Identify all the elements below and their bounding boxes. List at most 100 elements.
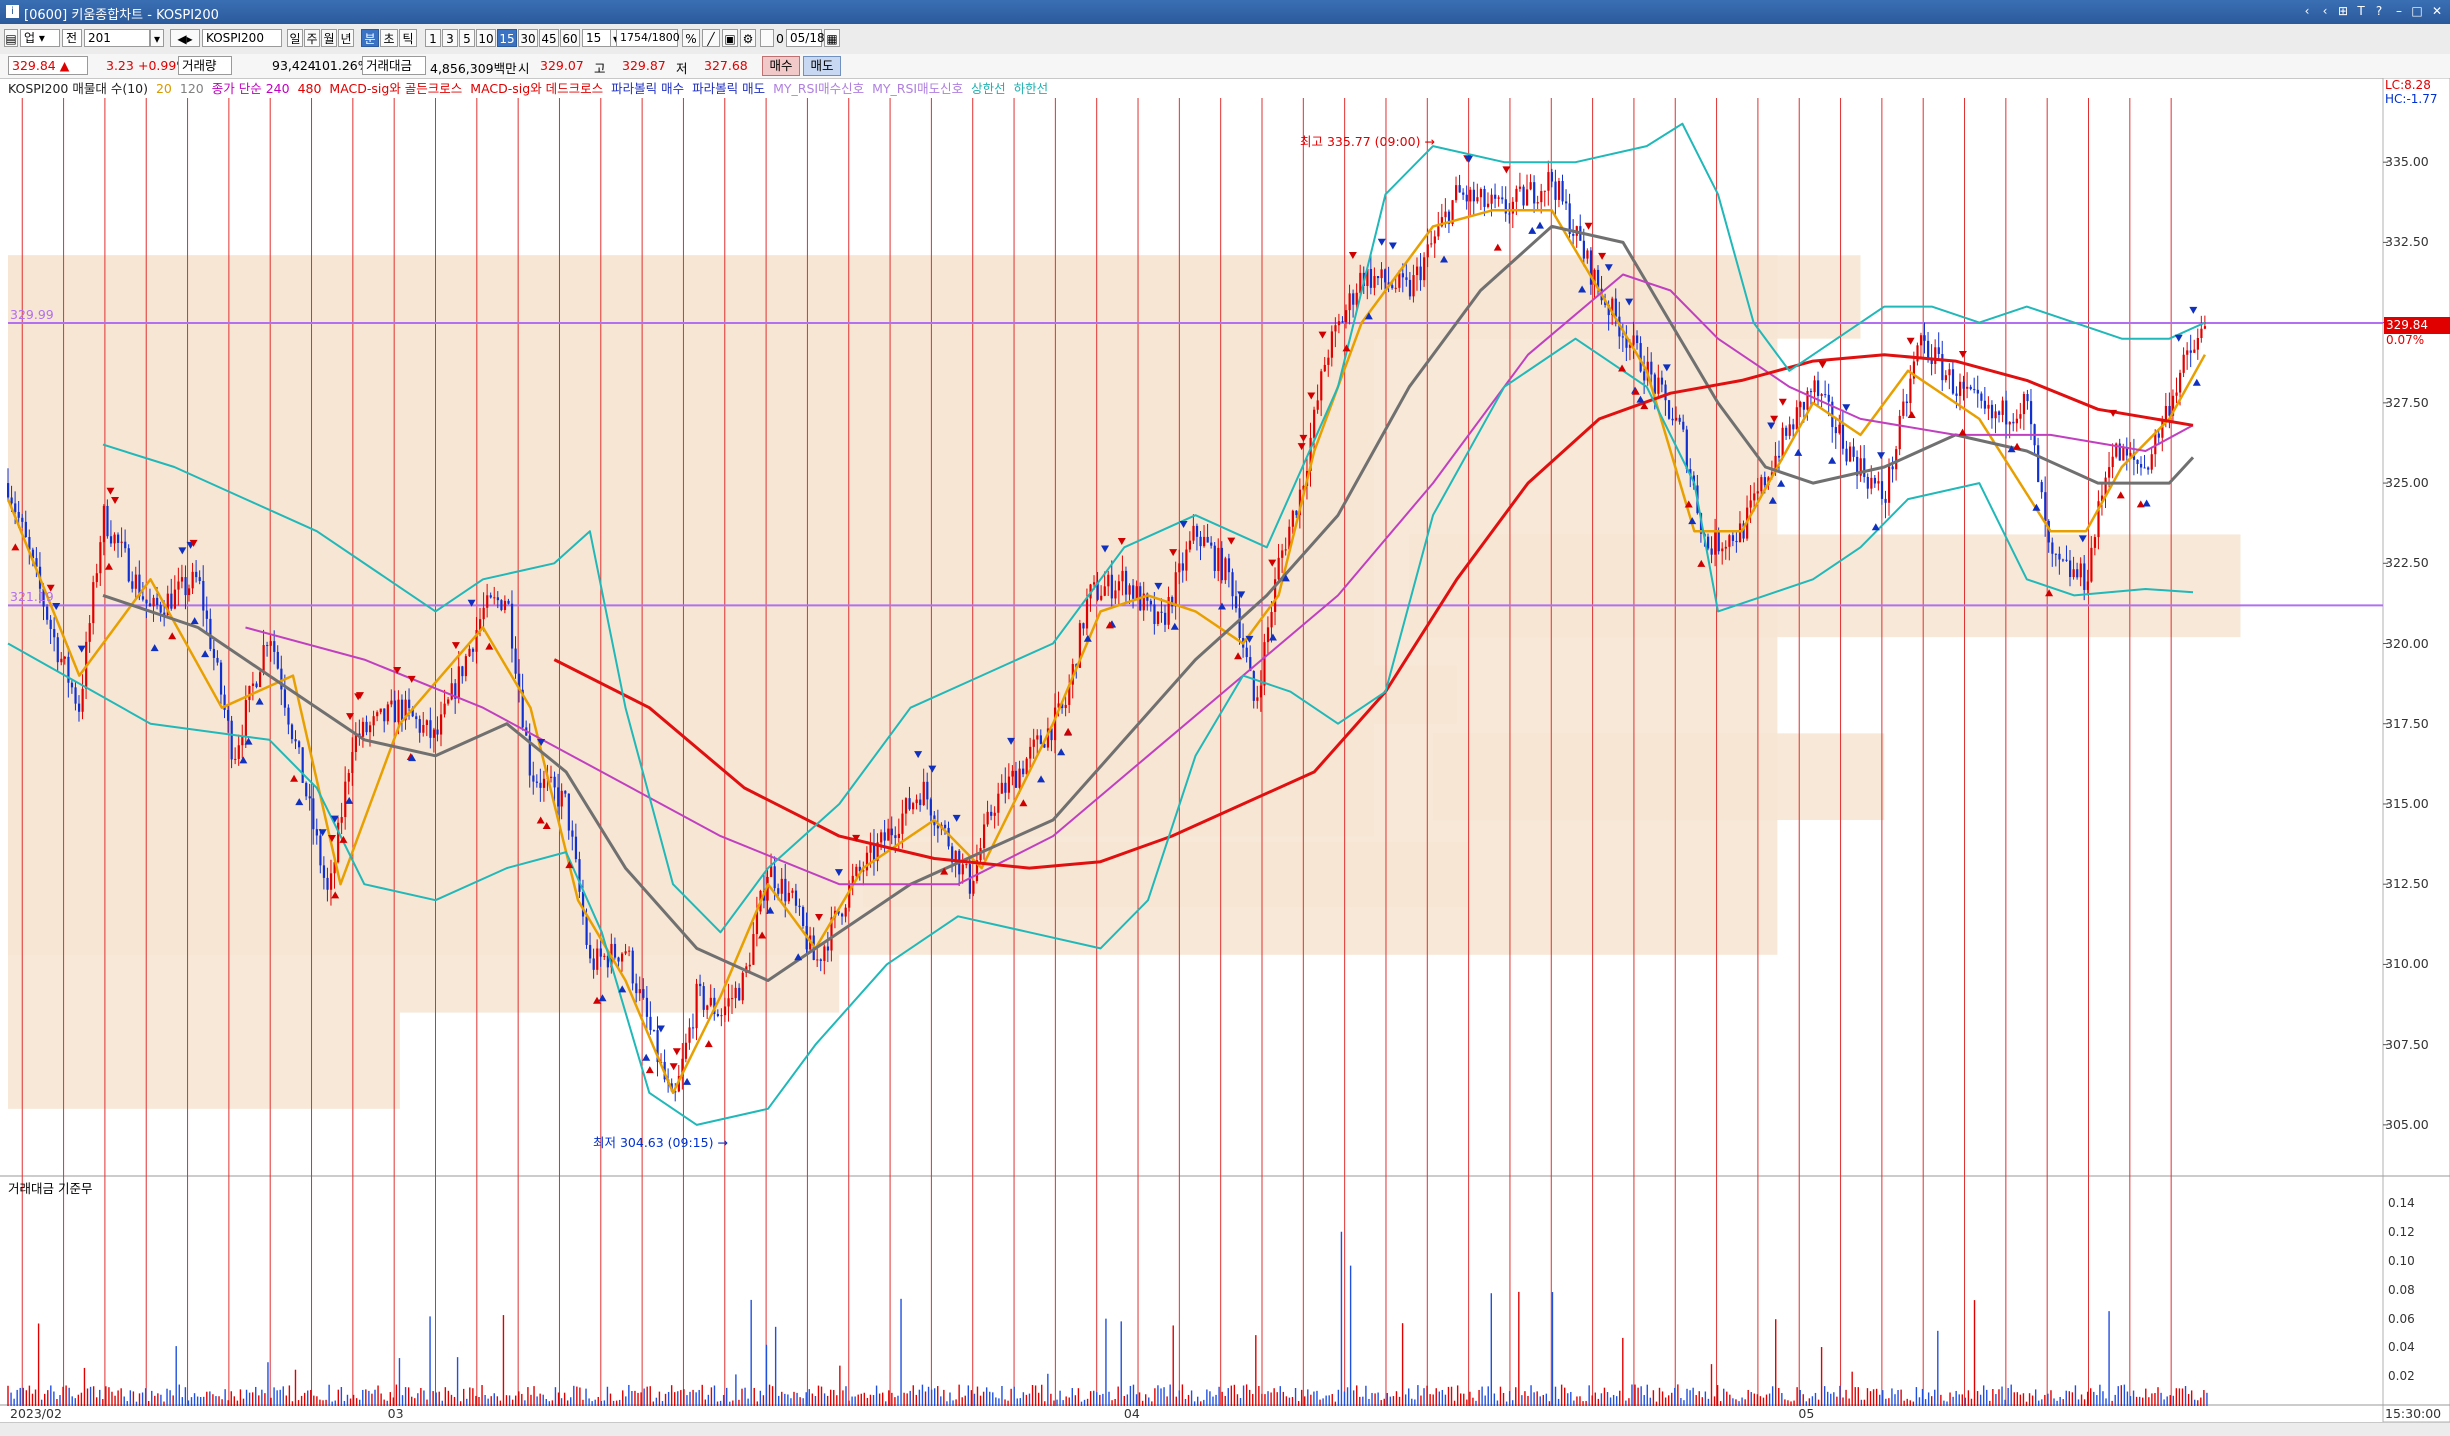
lc-hc-info: LC:8.28 HC:-1.77 — [2385, 78, 2438, 106]
legend-item[interactable]: MY_RSI매도신호 — [872, 81, 964, 96]
candle-body — [539, 782, 542, 788]
candle-body — [2029, 401, 2033, 425]
menu-icon[interactable]: ▤ — [4, 29, 18, 47]
settings-icon[interactable]: ⚙ — [740, 29, 756, 47]
period-select[interactable]: 전 — [62, 29, 82, 47]
legend-item[interactable]: 20 — [155, 81, 172, 96]
current-price-tag: 329.84 — [2384, 317, 2450, 334]
candle-body — [936, 825, 940, 829]
legend-item[interactable]: MY_RSI매수신호 — [773, 81, 865, 96]
candle-body — [1412, 275, 1415, 297]
sell-button[interactable]: 매도 — [803, 56, 841, 76]
calendar-icon[interactable]: ▦ — [824, 29, 840, 47]
low-label: 저 — [676, 61, 688, 76]
candle-body — [1483, 189, 1486, 207]
signal-marker — [1871, 523, 1880, 531]
period-second[interactable]: 초 — [380, 29, 398, 47]
signal-marker — [2116, 491, 2125, 499]
price-chart[interactable] — [0, 78, 2450, 1422]
candle-body — [1753, 493, 1756, 501]
legend-item[interactable]: 480 — [297, 81, 322, 96]
interval-30[interactable]: 30 — [518, 29, 538, 47]
maximize-button[interactable]: □ — [2411, 4, 2423, 18]
legend-item[interactable]: 상한선 — [971, 81, 1006, 96]
window-control-2[interactable]: ‹ — [2322, 4, 2328, 18]
candle-body — [1149, 600, 1153, 605]
candle-body — [1955, 393, 1958, 396]
window-control-4[interactable]: T — [2357, 4, 2365, 18]
signal-marker — [1906, 337, 1915, 345]
interval-1[interactable]: 1 — [425, 29, 441, 47]
legend-item[interactable]: KOSPI200 매물대 수(10) — [8, 81, 148, 96]
legend-item[interactable]: 파라볼릭 매도 — [692, 81, 766, 96]
scroll-strip[interactable] — [0, 1422, 2450, 1436]
candle-body — [1455, 185, 1458, 201]
code-dropdown-icon[interactable]: ▾ — [150, 29, 164, 47]
interval-3[interactable]: 3 — [442, 29, 458, 47]
interval-60[interactable]: 60 — [560, 29, 580, 47]
candle-body — [2139, 463, 2143, 468]
legend-item[interactable]: MACD-sig와 데드크로스 — [470, 81, 604, 96]
candle-body — [2044, 492, 2047, 522]
candle-body — [1316, 400, 1319, 410]
count-field[interactable]: 1754/1800 — [616, 29, 680, 47]
period-minute[interactable]: 분 — [361, 29, 379, 47]
legend-item[interactable]: 종가 단순 240 — [211, 81, 290, 96]
speaker-icon[interactable]: ◀▸ — [170, 29, 200, 47]
candle-body — [1029, 746, 1032, 759]
candle-body — [386, 704, 389, 722]
period-month[interactable]: 월 — [321, 29, 337, 47]
window-control-1[interactable]: ‹ — [2304, 4, 2310, 18]
name-field[interactable]: KOSPI200 — [202, 29, 282, 47]
checkbox[interactable] — [760, 29, 774, 47]
candle-body — [326, 877, 329, 890]
date-field[interactable]: 05/18 — [786, 29, 825, 47]
candle-body — [1934, 347, 1937, 364]
market-select[interactable]: 업 ▾ — [20, 29, 60, 47]
save-icon[interactable]: ▣ — [722, 29, 738, 47]
interval-10[interactable]: 10 — [476, 29, 496, 47]
legend-item[interactable]: 파라볼릭 매수 — [611, 81, 685, 96]
buy-button[interactable]: 매수 — [762, 56, 800, 76]
candle-body — [1660, 377, 1664, 385]
date-separators — [21, 98, 2172, 1406]
candle-body — [1103, 586, 1106, 596]
interval-45[interactable]: 45 — [539, 29, 559, 47]
period-year[interactable]: 년 — [338, 29, 354, 47]
interval-input[interactable]: 15 — [582, 29, 612, 47]
percent-icon[interactable]: % — [682, 29, 700, 47]
legend-item[interactable]: MACD-sig와 골든크로스 — [329, 81, 463, 96]
period-week[interactable]: 주 — [304, 29, 320, 47]
help-button[interactable]: ? — [2375, 4, 2383, 18]
minimize-button[interactable]: – — [2396, 4, 2402, 18]
period-day[interactable]: 일 — [287, 29, 303, 47]
candle-body — [1749, 500, 1752, 508]
signal-marker — [1828, 456, 1837, 464]
trend-icon[interactable]: ╱ — [702, 29, 720, 47]
candle-body — [1834, 427, 1837, 434]
signal-marker — [815, 914, 824, 922]
period-tick[interactable]: 틱 — [399, 29, 417, 47]
interval-15[interactable]: 15 — [497, 29, 517, 47]
candle-body — [1912, 361, 1916, 379]
candle-body — [755, 911, 759, 935]
legend-item[interactable]: 120 — [179, 81, 204, 96]
candle-body — [1777, 455, 1781, 458]
code-input[interactable]: 201 — [84, 29, 150, 47]
candle-body — [1689, 469, 1692, 476]
window-control-3[interactable]: ⊞ — [2337, 4, 2349, 18]
close-button[interactable]: ✕ — [2431, 4, 2443, 18]
candle-body — [1806, 390, 1809, 410]
candle-body — [266, 645, 269, 647]
candle-body — [922, 781, 925, 806]
legend-item[interactable]: 하한선 — [1013, 81, 1049, 96]
candle-body — [1121, 570, 1124, 582]
interval-5[interactable]: 5 — [459, 29, 475, 47]
volume-tick-label: 0.06 — [2388, 1311, 2415, 1326]
signal-marker — [766, 906, 775, 914]
signal-marker — [2109, 409, 2118, 417]
signal-marker — [1057, 748, 1066, 756]
hline-label: 329.99 — [10, 306, 54, 322]
candle-body — [180, 577, 184, 582]
y-tick-label: 307.50 — [2385, 1036, 2429, 1052]
